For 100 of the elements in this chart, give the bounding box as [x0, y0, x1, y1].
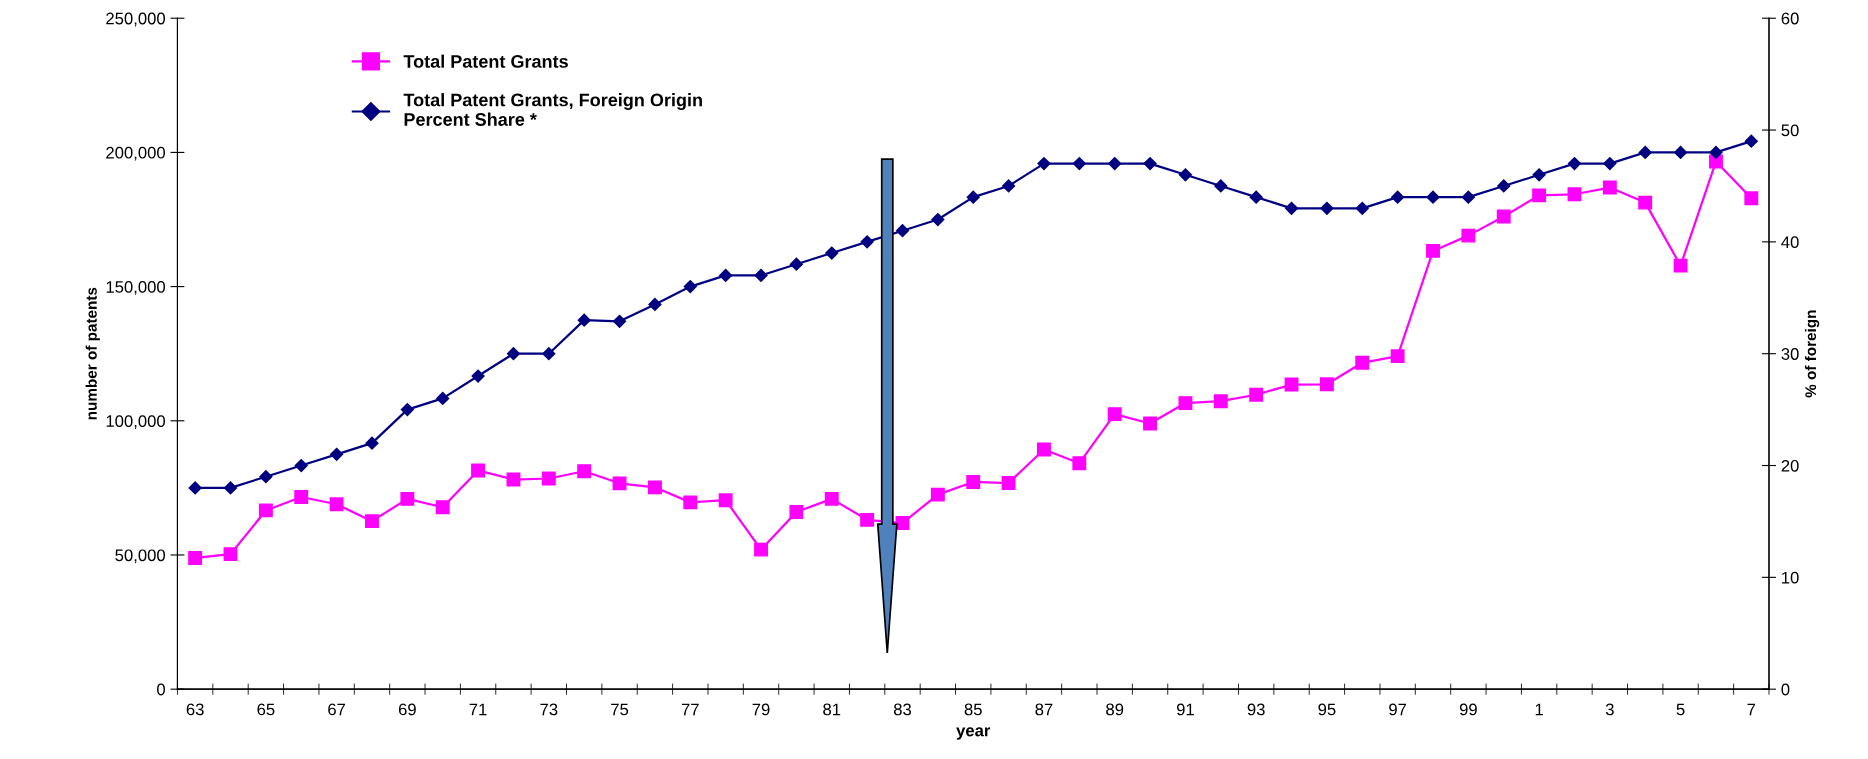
point: [789, 505, 804, 519]
point: [294, 490, 309, 504]
point: [1532, 188, 1547, 203]
point: [966, 475, 981, 489]
x-tick-label: 7: [1747, 703, 1756, 716]
point: [577, 464, 592, 479]
x-tick-label: 71: [469, 703, 487, 716]
point: [1002, 179, 1016, 193]
y-tick-label: 250,000: [106, 12, 166, 27]
point: [330, 447, 344, 461]
point: [1178, 168, 1193, 182]
point: [1638, 195, 1653, 210]
point: [259, 470, 273, 484]
point: [1143, 416, 1158, 431]
point: [1567, 187, 1582, 202]
point: [1319, 377, 1334, 392]
x-tick-label: 81: [823, 703, 841, 716]
point: [860, 235, 874, 249]
point: [1355, 355, 1370, 370]
point: [754, 268, 768, 283]
point: [754, 542, 768, 557]
point: [506, 472, 521, 487]
point: [400, 491, 415, 506]
point: [1108, 157, 1122, 171]
y-axis-title: number of patents: [85, 287, 100, 420]
x-tick-label: 77: [681, 703, 699, 716]
point: [1532, 168, 1546, 182]
point: [719, 268, 733, 283]
point: [1107, 407, 1122, 422]
point: [1497, 179, 1511, 193]
x-axis-title: year: [956, 727, 991, 740]
point: [188, 481, 202, 495]
point: [1602, 180, 1617, 195]
point: [1320, 201, 1334, 215]
point: [1567, 157, 1582, 171]
x-tick-label: 3: [1605, 703, 1614, 716]
point: [718, 493, 733, 508]
point: [930, 487, 945, 502]
point: [471, 463, 486, 478]
point: [1390, 349, 1405, 364]
x-tick-label: 83: [893, 703, 912, 716]
x-tick-label: 97: [1389, 703, 1407, 716]
point: [436, 391, 450, 406]
point: [825, 246, 839, 260]
point: [1391, 190, 1405, 204]
point: [329, 497, 344, 512]
x-tick-label: 79: [752, 703, 770, 716]
point: [1037, 442, 1051, 457]
point: [648, 297, 662, 312]
x-tick-label: 65: [257, 703, 275, 716]
point: [541, 471, 556, 486]
point: [1072, 456, 1087, 471]
point: [506, 347, 521, 361]
point: [1214, 179, 1228, 193]
point: [435, 500, 450, 515]
x-tick-label: 67: [328, 703, 346, 716]
x-tick-label: 87: [1035, 703, 1053, 716]
point: [824, 491, 839, 506]
point: [1249, 387, 1264, 402]
point: [294, 458, 308, 473]
point: [612, 476, 627, 491]
point: [1744, 134, 1758, 148]
point: [1037, 157, 1051, 171]
point: [1143, 157, 1157, 171]
point: [365, 514, 379, 529]
y-tick-label: 100,000: [106, 415, 166, 429]
y2-tick-label: 20: [1781, 459, 1799, 472]
y2-tick-label: 30: [1781, 348, 1799, 360]
point: [365, 436, 379, 450]
point: [1072, 157, 1086, 171]
point: [1001, 476, 1016, 490]
point: [895, 224, 910, 238]
y2-tick-label: 50: [1781, 124, 1799, 137]
point: [1638, 145, 1652, 159]
x-tick-label: 63: [186, 703, 204, 716]
legend-label: Total Patent Grants, Foreign Origin Percent Share *: [403, 93, 702, 126]
x-tick-label: 75: [611, 703, 629, 716]
x-tick-label: 1: [1535, 703, 1543, 716]
point: [1178, 396, 1193, 411]
point: [1426, 243, 1440, 258]
point: [1496, 209, 1511, 224]
point: [223, 547, 238, 562]
point: [1249, 190, 1263, 204]
point: [1709, 145, 1723, 159]
legend-label: Total Patent Grants: [403, 54, 568, 68]
y-tick-label: 0: [157, 683, 165, 696]
y-tick-label: 150,000: [106, 281, 166, 295]
point: [1673, 258, 1688, 273]
x-tick-label: 95: [1318, 703, 1336, 716]
point: [1355, 201, 1369, 215]
point: [931, 212, 945, 227]
point: [1426, 190, 1440, 204]
x-tick-label: 91: [1176, 703, 1194, 716]
point: [1744, 191, 1759, 206]
y2-tick-label: 10: [1782, 571, 1799, 584]
point: [1284, 377, 1299, 392]
point: [1461, 228, 1476, 243]
point: [860, 512, 875, 527]
x-tick-label: 69: [398, 703, 416, 716]
point: [188, 550, 203, 565]
